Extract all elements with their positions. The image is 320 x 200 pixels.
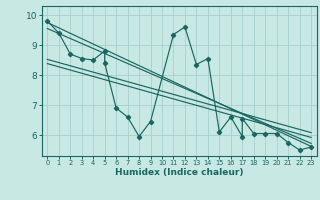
X-axis label: Humidex (Indice chaleur): Humidex (Indice chaleur) — [115, 168, 244, 177]
